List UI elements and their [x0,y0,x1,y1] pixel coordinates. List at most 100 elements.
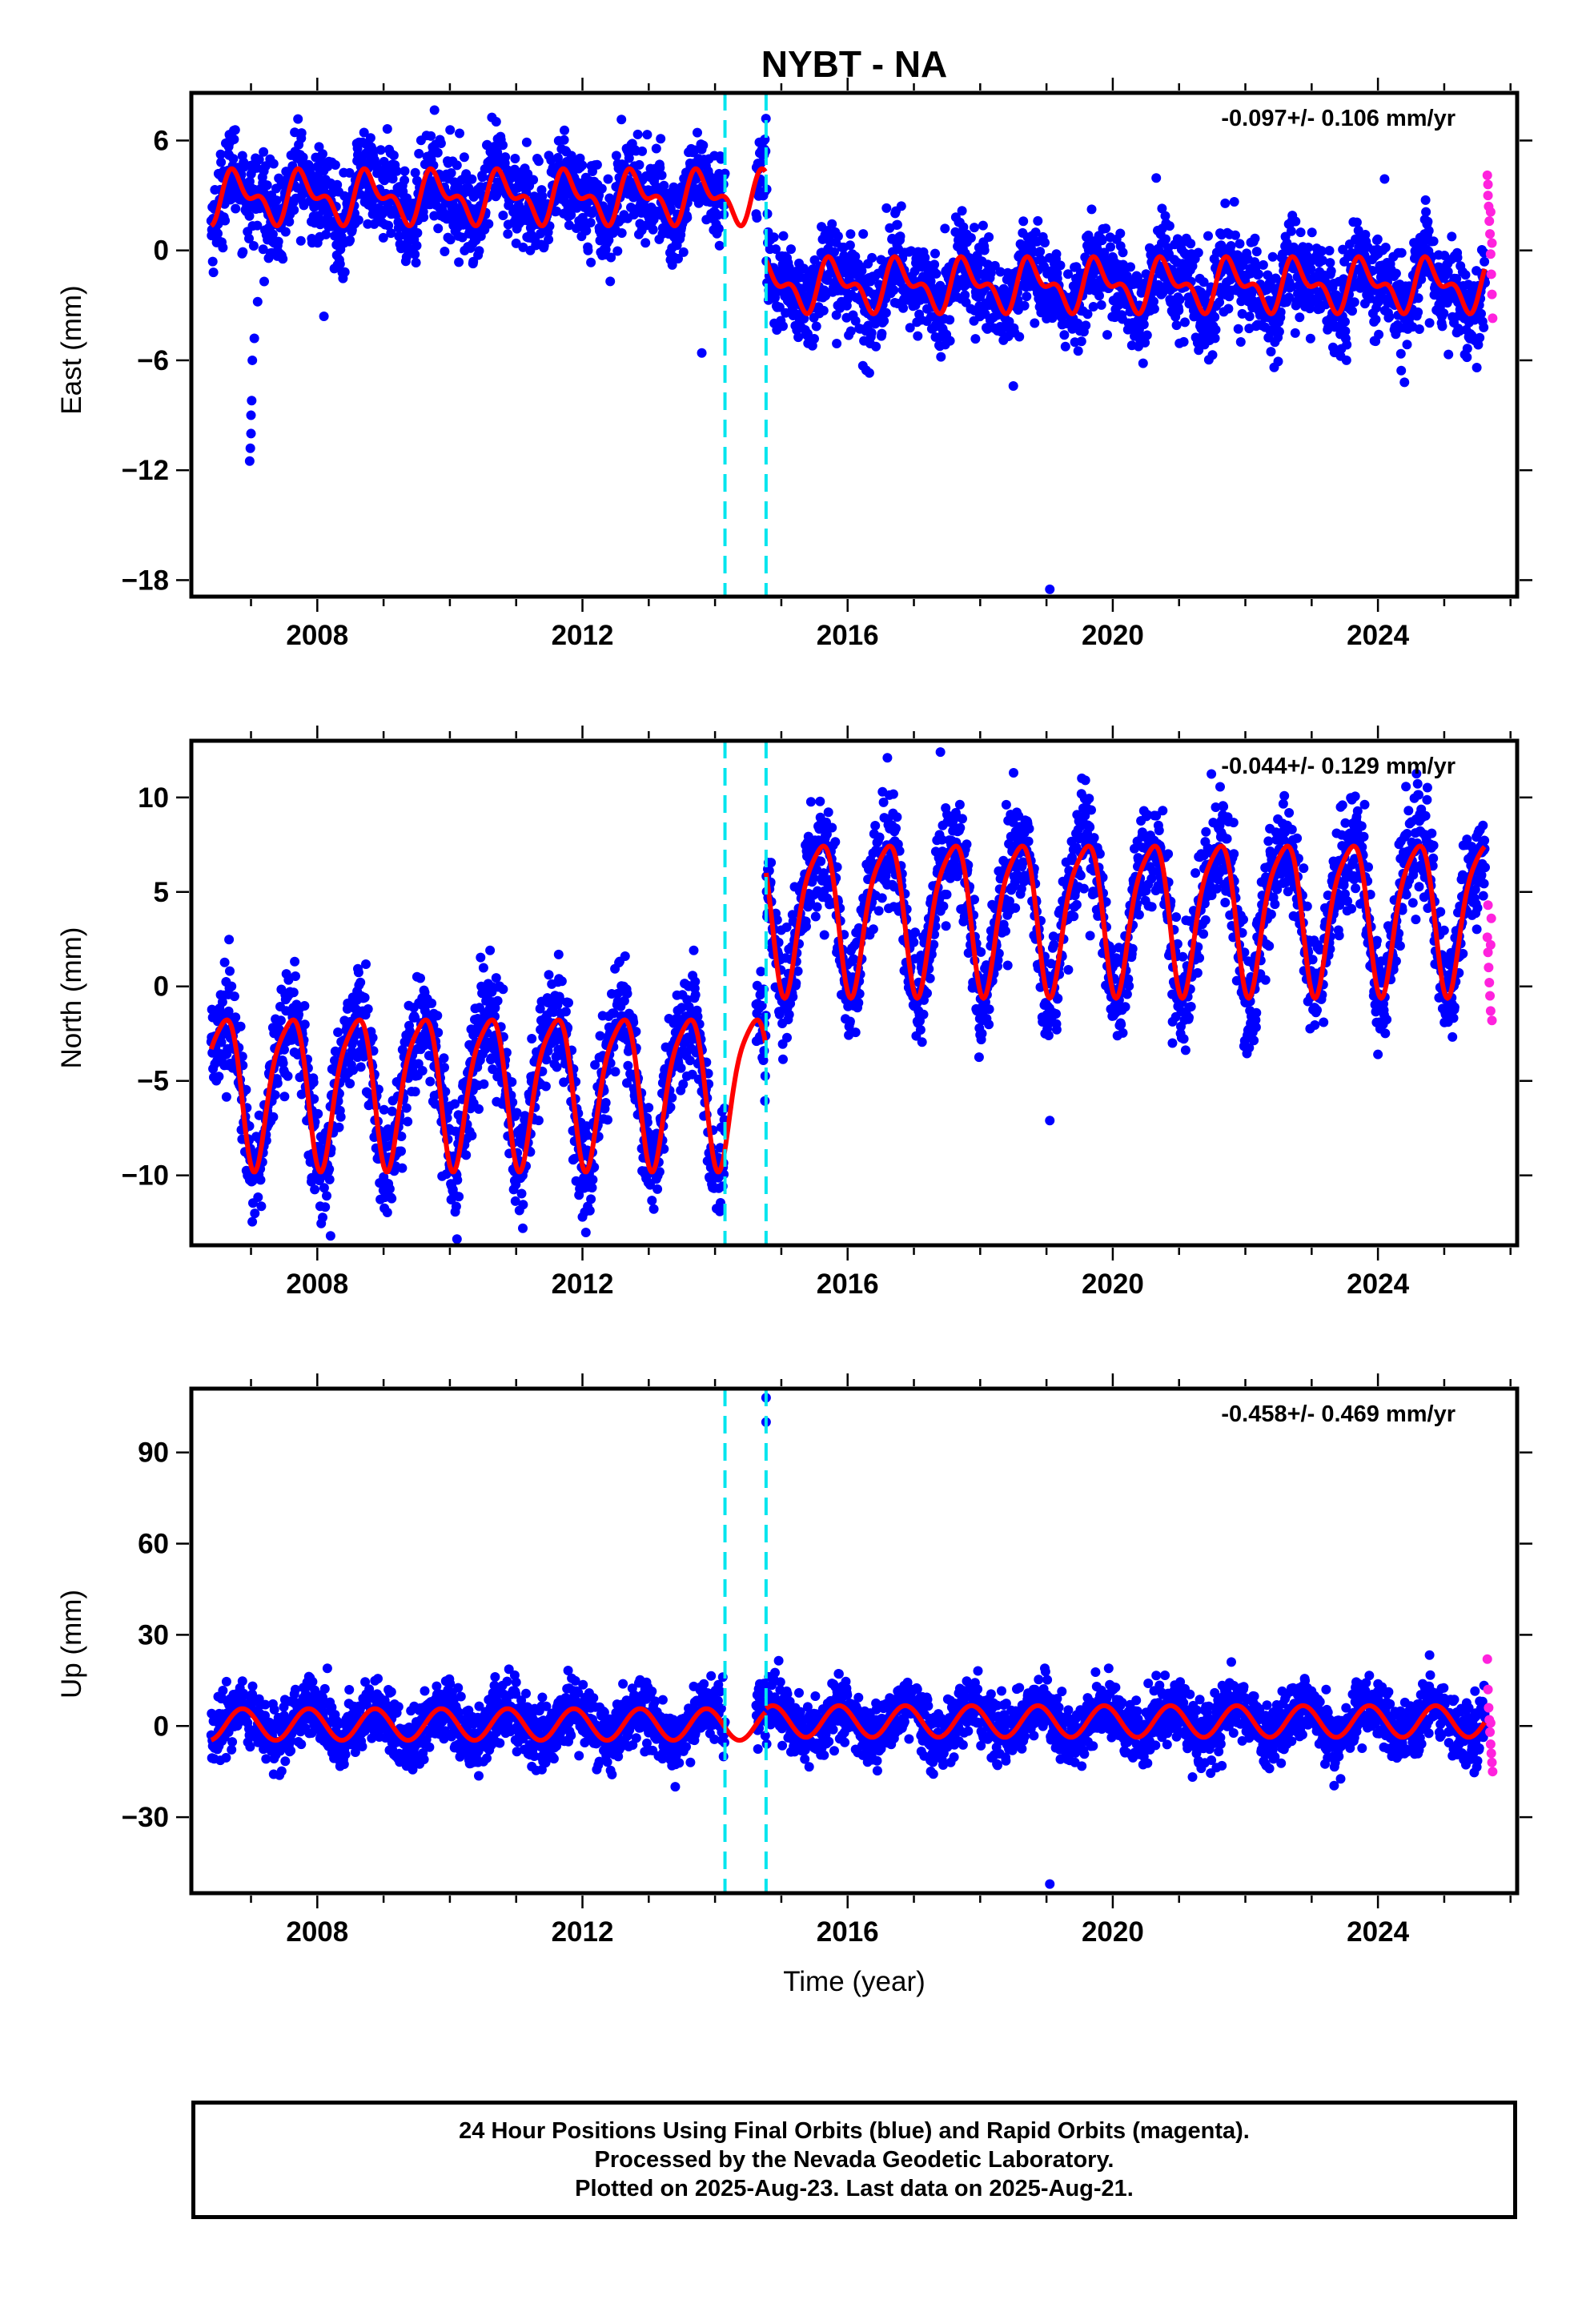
east-daily-point [634,159,644,170]
east-daily-point [986,267,996,278]
east-daily-point [1207,350,1218,360]
east-daily-point [491,117,501,127]
east-daily-point [1171,320,1182,331]
east-daily-point [533,156,544,167]
east-daily-point [1180,317,1190,328]
north-daily-point [603,1115,612,1125]
east-daily-point [477,172,488,183]
east-daily-point [400,166,410,176]
north-daily-point [467,1131,477,1140]
east-daily-point [850,316,861,326]
north-daily-point [231,1012,241,1023]
east-daily-point [1142,330,1152,340]
east-daily-point [1237,308,1247,319]
east-daily-point [278,254,288,264]
north-daily-point [363,1004,373,1014]
east-daily-point [713,223,724,234]
east-daily-point [979,245,990,255]
north-daily-point [560,1007,571,1017]
east-daily-point [1231,230,1240,240]
east-daily-point [757,177,767,187]
east-daily-point [1101,223,1111,234]
east-daily-point [1420,195,1431,205]
north-daily-point [498,984,508,995]
east-daily-point [1305,333,1315,344]
east-daily-point [1082,309,1093,320]
east-daily-point [877,328,887,339]
east-daily-point [1258,259,1268,270]
east-daily-point [682,212,693,223]
east-daily-point [1396,365,1407,376]
east-daily-point [1437,321,1447,332]
east-daily-point [626,203,636,212]
east-daily-point [258,244,268,255]
east-daily-point [1273,356,1283,367]
east-daily-point [1428,236,1439,247]
east-daily-point [1480,256,1490,267]
east-daily-point [802,328,813,339]
east-daily-point [648,215,659,225]
north-daily-point [622,988,632,999]
east-daily-point [1151,173,1162,183]
east-daily-point [577,160,588,171]
east-daily-point [1351,217,1362,227]
north-daily-point [410,1087,420,1097]
east-daily-point [778,231,789,241]
east-outlier-point [244,456,255,466]
east-x-tick-label: 2012 [552,620,614,651]
east-daily-point [978,220,988,231]
east-daily-point [606,252,616,263]
north-daily-point [461,1150,472,1160]
east-daily-point [564,220,574,231]
east-daily-point [1439,308,1449,319]
east-daily-point [1380,243,1391,252]
east-daily-point [1443,349,1454,360]
east-daily-point [259,276,269,287]
east-daily-point [1076,336,1086,347]
east-daily-point [1340,316,1350,327]
north-daily-point [253,1192,263,1202]
east-daily-point [267,229,278,239]
east-daily-point [1138,320,1149,330]
east-daily-point [829,247,839,257]
east-outlier-point [245,443,255,453]
east-daily-point [1223,304,1234,314]
east-daily-point [1033,215,1043,226]
east-daily-point [827,219,837,229]
north-daily-point [225,966,235,976]
east-daily-point [207,256,218,267]
east-daily-point [1235,239,1245,249]
east-daily-point [655,163,665,173]
east-daily-point [957,206,967,216]
east-daily-point [896,201,906,211]
east-daily-point [648,224,658,235]
north-daily-point [227,981,237,991]
north-daily-point [355,977,366,987]
east-daily-point [1284,292,1295,303]
east-daily-point [468,191,479,202]
east-daily-point [995,267,1006,277]
east-daily-point [1210,312,1220,322]
east-daily-point [238,247,248,257]
east-daily-point [1475,332,1485,343]
east-daily-point [440,247,450,256]
east-daily-point [1211,324,1221,335]
east-outlier-point [247,355,258,365]
north-daily-point [452,1175,463,1185]
north-daily-point [623,1060,633,1071]
north-daily-point [268,1112,279,1122]
east-daily-point [1014,332,1025,342]
east-daily-point [208,267,219,278]
east-daily-point [218,243,228,253]
east-daily-point [1307,227,1317,238]
north-daily-point [417,1066,428,1076]
east-daily-point [1290,328,1300,338]
east-daily-point [446,168,456,178]
north-daily-point [432,1011,443,1021]
east-daily-point [905,323,915,333]
east-daily-point [1267,251,1278,262]
north-daily-point [580,1228,591,1237]
east-daily-point [1275,307,1286,317]
north-daily-point [527,1034,537,1043]
east-daily-point [1030,227,1041,238]
